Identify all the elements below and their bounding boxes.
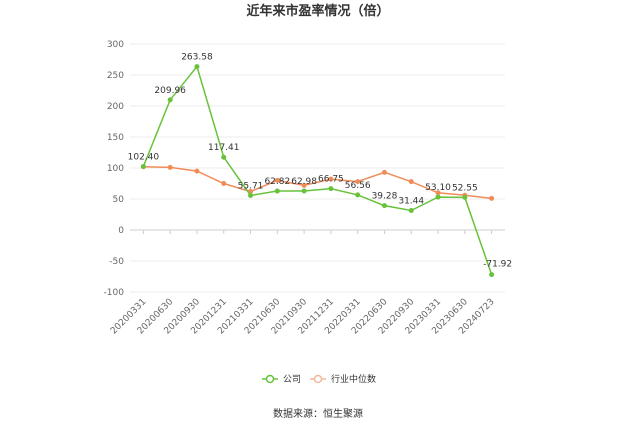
data-label-company: 102.40 [128, 153, 160, 163]
data-label-company: 117.41 [208, 143, 240, 153]
data-point-company[interactable] [462, 194, 468, 200]
data-point-industry-median[interactable] [489, 195, 495, 201]
legend-item-industry-median[interactable]: 行业中位数 [310, 373, 376, 385]
series-line-industry-median [143, 166, 492, 200]
source-note: 数据来源：恒生聚源 [273, 407, 363, 420]
data-point-industry-median[interactable] [328, 176, 334, 182]
data-point-company[interactable] [167, 97, 173, 103]
grid-layer [130, 43, 505, 293]
data-label-company: 62.82 [264, 177, 290, 187]
chart-title: 近年来市盈率情况（倍） [246, 3, 389, 19]
y-axis: 300 250 200 150 100 50 0 -50 -100 [104, 40, 125, 298]
data-point-industry-median[interactable] [167, 164, 173, 170]
legend-label-company: 公司 [283, 374, 301, 385]
series-layer [140, 64, 495, 278]
legend-swatch-company-marker [265, 374, 275, 384]
data-point-industry-median[interactable] [221, 181, 227, 186]
data-label-company: 31.44 [398, 197, 424, 207]
data-label-company: 66.75 [318, 175, 344, 185]
y-tick-label: 50 [113, 195, 125, 205]
y-tick-label: 200 [107, 102, 124, 112]
data-label-company: 39.28 [372, 192, 398, 202]
data-point-company[interactable] [408, 208, 414, 214]
data-point-industry-median[interactable] [301, 182, 307, 188]
data-point-industry-median[interactable] [274, 177, 280, 183]
x-axis: 2020033120200630202009302020123120210331… [109, 230, 497, 337]
data-point-company[interactable] [381, 203, 387, 209]
data-label-company: 209.96 [154, 86, 186, 96]
data-label-company: 263.58 [181, 53, 213, 63]
series-line-company [142, 64, 493, 275]
data-point-company[interactable] [248, 192, 254, 198]
data-point-company[interactable] [140, 164, 146, 170]
data-point-industry-median[interactable] [355, 179, 361, 185]
y-tick-label: 100 [107, 164, 124, 174]
legend-swatch-industry-marker [313, 374, 323, 384]
y-tick-label: -50 [109, 257, 124, 267]
legend-item-company[interactable]: 公司 [262, 374, 301, 385]
data-point-company[interactable] [274, 188, 280, 194]
legend: 公司 行业中位数 [262, 373, 376, 385]
data-label-company: 53.10 [425, 183, 451, 193]
data-label-company: 52.55 [452, 183, 478, 193]
data-point-company[interactable] [301, 188, 307, 194]
data-label-company: -71.92 [483, 260, 512, 270]
y-tick-label: 0 [118, 226, 124, 236]
data-point-company[interactable] [221, 154, 227, 160]
legend-label-industry-median: 行业中位数 [331, 373, 376, 385]
data-label-company: 62.98 [291, 177, 317, 187]
data-point-company[interactable] [328, 186, 334, 192]
y-tick-label: 250 [107, 71, 124, 81]
data-label-company: 56.56 [345, 181, 371, 191]
data-point-industry-median[interactable] [381, 169, 387, 175]
data-point-company[interactable] [355, 192, 361, 198]
data-point-industry-median[interactable] [408, 179, 414, 185]
y-tick-label: -100 [104, 288, 125, 298]
data-labels: 102.40 209.96 263.58 117.41 55.71 62.82 62.98 6… [128, 53, 512, 270]
data-point-company[interactable] [194, 64, 200, 70]
y-tick-label: 150 [107, 133, 124, 143]
y-tick-label: 300 [107, 40, 124, 50]
data-point-industry-median[interactable] [194, 168, 200, 174]
data-point-company[interactable] [489, 272, 495, 278]
data-label-company: 55.71 [238, 181, 264, 191]
data-point-company[interactable] [435, 194, 441, 200]
